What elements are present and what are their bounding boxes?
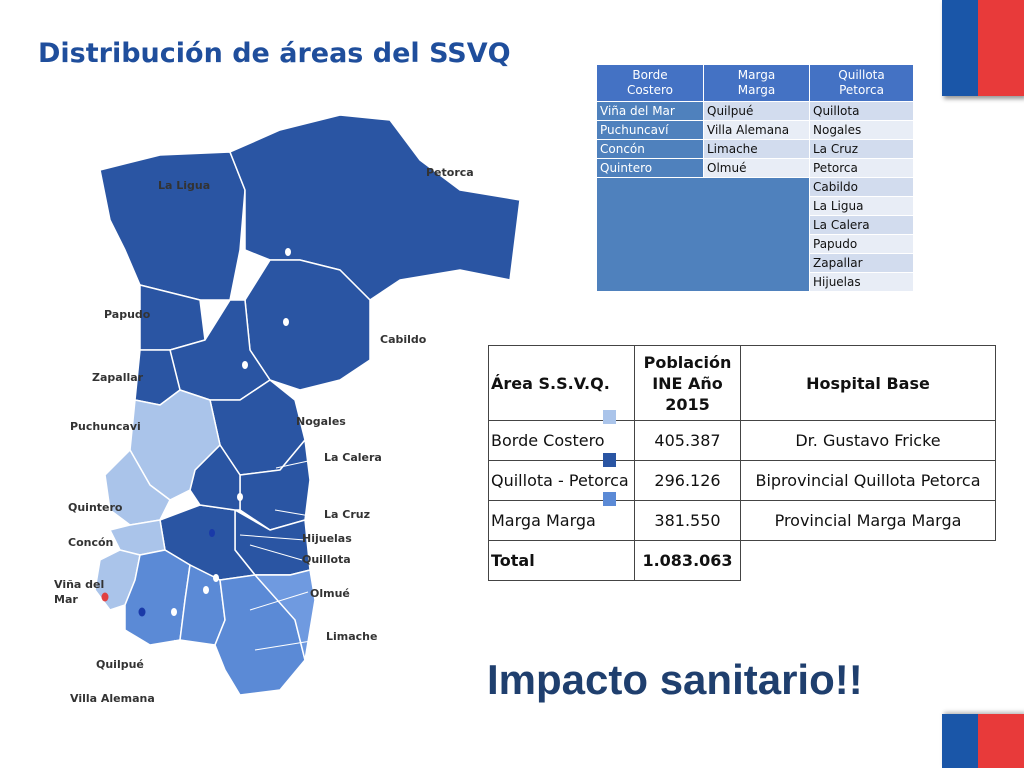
map-zone-la-cruz	[189, 444, 241, 511]
table-row: Viña del Mar Quilpué Quillota	[596, 101, 914, 121]
population-header-area: Área S.S.V.Q.	[488, 345, 635, 421]
table-row: Hijuelas	[597, 272, 914, 292]
map-label-vina-del-mar-line1: Viña del	[54, 578, 104, 591]
areas-header-marga-marga: Marga Marga	[703, 64, 810, 102]
map-label-villa-alemana: Villa Alemana	[70, 692, 155, 705]
table-cell: Olmué	[703, 158, 810, 178]
impact-heading: Impacto sanitario!!	[487, 656, 863, 703]
flag-decoration-top	[942, 0, 1024, 96]
map-label-petorca: Petorca	[426, 166, 474, 179]
table-cell: Total	[488, 540, 635, 581]
map-label-quilpue: Quilpué	[96, 658, 144, 671]
map-label-la-ligua: La Ligua	[158, 179, 210, 192]
map-label-papudo: Papudo	[104, 308, 151, 321]
map-label-hijuelas: Hijuelas	[302, 532, 352, 545]
table-cell: Viña del Mar	[596, 101, 704, 121]
table-cell: Quilpué	[703, 101, 810, 121]
table-row: Quillota - Petorca 296.126 Biprovincial …	[488, 460, 996, 501]
table-cell: Petorca	[809, 158, 914, 178]
map-pin	[203, 586, 209, 594]
map-pin	[237, 493, 243, 501]
table-cell: 405.387	[634, 420, 741, 461]
table-cell: Marga Marga	[488, 500, 635, 541]
areas-header-borde-costero: Borde Costero	[596, 64, 704, 102]
map-label-la-cruz: La Cruz	[324, 508, 370, 521]
table-cell: Quillota	[809, 101, 914, 121]
map-label-la-calera: La Calera	[324, 451, 382, 464]
table-cell: Zapallar	[809, 253, 914, 273]
areas-header-quillota-petorca: Quillota Petorca	[809, 64, 914, 102]
table-row: Borde Costero 405.387 Dr. Gustavo Fricke	[488, 420, 996, 461]
region-map: Petorca La Ligua Papudo Cabildo Zapallar…	[54, 114, 521, 705]
map-pin	[101, 592, 109, 602]
table-cell: Papudo	[809, 234, 914, 254]
map-zone-concon	[109, 519, 166, 556]
map-pin	[171, 608, 177, 616]
map-label-quintero: Quintero	[68, 501, 123, 514]
table-cell: Concón	[596, 139, 704, 159]
legend-swatch-quillota-petorca	[603, 453, 616, 467]
flag-decoration-bottom	[942, 714, 1024, 768]
map-zone-quintero	[104, 449, 171, 526]
map-pin	[209, 529, 215, 537]
table-cell: 296.126	[634, 460, 741, 501]
population-table: Área S.S.V.Q. Población INE Año 2015 Hospi…	[488, 345, 996, 581]
table-cell: Dr. Gustavo Fricke	[740, 420, 996, 461]
table-cell: Puchuncaví	[596, 120, 704, 140]
map-label-nogales: Nogales	[296, 415, 346, 428]
table-row: Marga Marga 381.550 Provincial Marga Mar…	[488, 500, 996, 541]
table-cell: Nogales	[809, 120, 914, 140]
table-cell: Cabildo	[809, 177, 914, 197]
map-pin	[138, 607, 146, 617]
table-row: La Calera	[597, 215, 914, 235]
map-zone-la-ligua	[99, 151, 246, 301]
areas-table: Borde Costero Marga Marga Quillota Petorca …	[596, 64, 914, 292]
table-row: Quintero Olmué Petorca	[596, 158, 914, 178]
slide-title: Distribución de áreas del SSVQ	[38, 38, 511, 69]
table-cell: Biprovincial Quillota Petorca	[740, 460, 996, 501]
table-cell: Provincial Marga Marga	[740, 500, 996, 541]
table-cell: Limache	[703, 139, 810, 159]
map-label-olmue: Olmué	[310, 587, 350, 600]
map-pin	[285, 248, 291, 256]
map-pin	[213, 574, 219, 582]
map-label-limache: Limache	[326, 630, 377, 643]
table-row: Total 1.083.063	[488, 540, 996, 581]
map-label-concon: Concón	[68, 536, 113, 549]
table-row: Puchuncaví Villa Alemana Nogales	[596, 120, 914, 140]
table-cell: La Calera	[809, 215, 914, 235]
map-zone-olmue	[254, 569, 316, 661]
table-cell	[741, 541, 996, 581]
table-cell: Villa Alemana	[703, 120, 810, 140]
legend-swatch-borde-costero	[603, 410, 616, 424]
map-label-quillota: Quillota	[302, 553, 351, 566]
map-zone-petorca	[229, 114, 521, 301]
map-pin	[242, 361, 248, 369]
map-label-vina-del-mar-line2: Mar	[54, 593, 78, 606]
map-label-puchuncavi: Puchuncavi	[70, 420, 141, 433]
table-row: Papudo	[597, 234, 914, 254]
map-label-cabildo: Cabildo	[380, 333, 427, 346]
table-cell: La Ligua	[809, 196, 914, 216]
table-cell: 381.550	[634, 500, 741, 541]
table-cell: 1.083.063	[634, 540, 741, 581]
table-row: Zapallar	[597, 253, 914, 273]
table-row: Cabildo	[596, 177, 914, 292]
map-zone-la-calera	[239, 439, 311, 531]
table-cell: Quintero	[596, 158, 704, 178]
table-row: La Ligua	[597, 196, 914, 216]
legend-swatch-marga-marga	[603, 492, 616, 506]
map-label-zapallar: Zapallar	[92, 371, 144, 384]
table-blank-cell	[596, 177, 810, 292]
population-header-population: Población INE Año 2015	[634, 345, 741, 421]
table-cell: La Cruz	[809, 139, 914, 159]
population-header-hospital: Hospital Base	[740, 345, 996, 421]
table-row: Concón Limache La Cruz	[596, 139, 914, 159]
table-cell: Hijuelas	[809, 272, 914, 292]
map-pin	[283, 318, 289, 326]
